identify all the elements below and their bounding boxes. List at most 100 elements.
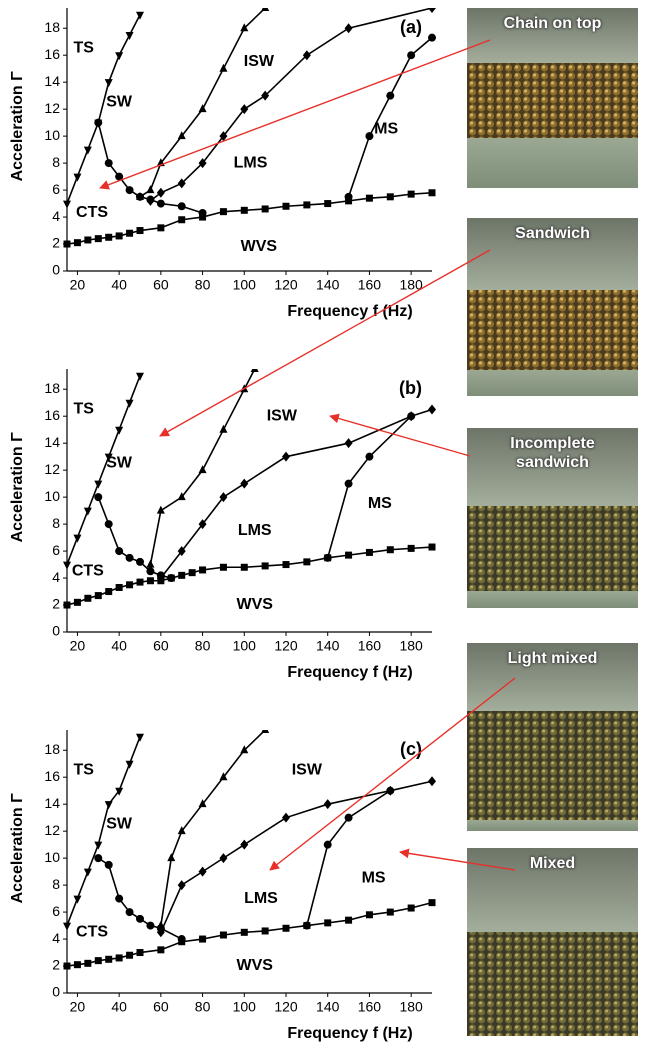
marker bbox=[95, 957, 102, 964]
marker bbox=[345, 23, 353, 33]
x-tick-label: 160 bbox=[358, 638, 382, 654]
y-axis-label: Acceleration Γ bbox=[9, 71, 26, 181]
y-tick-label: 16 bbox=[44, 768, 60, 784]
marker bbox=[84, 595, 91, 602]
page: {"chart_data": [ {"type": "line", "panel… bbox=[0, 0, 645, 1055]
y-tick-label: 0 bbox=[52, 984, 60, 1000]
marker bbox=[115, 52, 123, 60]
marker bbox=[136, 373, 144, 381]
marker bbox=[282, 452, 290, 462]
marker bbox=[324, 841, 332, 849]
photo-caption: Incomplete sandwich bbox=[478, 434, 628, 472]
marker bbox=[408, 905, 415, 912]
marker bbox=[428, 3, 436, 13]
marker bbox=[366, 549, 373, 556]
marker bbox=[126, 908, 134, 916]
marker bbox=[199, 936, 206, 943]
region-label: SW bbox=[106, 816, 133, 833]
marker bbox=[115, 427, 123, 435]
marker bbox=[126, 186, 134, 194]
series-group bbox=[63, 364, 436, 609]
photo-bottom bbox=[467, 370, 638, 396]
marker bbox=[115, 895, 123, 903]
x-tick-label: 140 bbox=[316, 277, 340, 293]
marker bbox=[105, 588, 112, 595]
marker bbox=[283, 925, 290, 932]
marker bbox=[157, 577, 164, 584]
marker bbox=[178, 202, 186, 210]
region-label: ISW bbox=[244, 53, 275, 70]
marker bbox=[345, 552, 352, 559]
marker bbox=[157, 200, 165, 208]
marker bbox=[303, 558, 310, 565]
marker bbox=[387, 546, 394, 553]
y-tick-label: 14 bbox=[44, 73, 60, 89]
marker bbox=[261, 3, 269, 11]
marker bbox=[126, 400, 134, 408]
marker bbox=[429, 899, 436, 906]
marker bbox=[386, 92, 394, 100]
marker bbox=[73, 174, 81, 182]
x-tick-label: 120 bbox=[274, 277, 298, 293]
y-tick-label: 4 bbox=[52, 208, 60, 224]
marker bbox=[324, 799, 332, 809]
marker bbox=[116, 232, 123, 239]
marker bbox=[64, 241, 71, 248]
marker bbox=[282, 813, 290, 823]
photo-bottom bbox=[467, 591, 638, 608]
marker bbox=[95, 592, 102, 599]
marker bbox=[429, 544, 436, 551]
x-tick-label: 140 bbox=[316, 638, 340, 654]
marker bbox=[408, 545, 415, 552]
marker bbox=[94, 119, 102, 127]
marker bbox=[324, 200, 331, 207]
photo-beads bbox=[467, 63, 638, 138]
x-tick-label: 100 bbox=[233, 638, 257, 654]
marker bbox=[94, 842, 102, 850]
y-tick-label: 10 bbox=[44, 849, 60, 865]
y-tick-label: 2 bbox=[52, 957, 60, 973]
marker bbox=[407, 412, 415, 420]
panel: 02468101214161820406080100120140160180Fr… bbox=[9, 725, 436, 1042]
x-tick-label: 160 bbox=[358, 277, 382, 293]
series-line bbox=[349, 38, 432, 197]
y-tick-label: 0 bbox=[52, 623, 60, 639]
region-label: WVS bbox=[236, 957, 273, 974]
photo-beads bbox=[467, 932, 638, 1036]
x-tick-label: 20 bbox=[70, 277, 86, 293]
marker bbox=[74, 599, 81, 606]
marker bbox=[146, 560, 154, 568]
marker bbox=[387, 193, 394, 200]
marker bbox=[220, 564, 227, 571]
marker bbox=[157, 946, 164, 953]
marker bbox=[283, 203, 290, 210]
marker bbox=[240, 840, 248, 850]
y-tick-label: 18 bbox=[44, 19, 60, 35]
marker bbox=[199, 214, 206, 221]
photo-bottom bbox=[467, 138, 638, 188]
region-label: LMS bbox=[244, 890, 278, 907]
marker bbox=[428, 776, 436, 786]
y-tick-label: 18 bbox=[44, 380, 60, 396]
photo-beads bbox=[467, 290, 638, 370]
marker bbox=[408, 191, 415, 198]
marker bbox=[147, 577, 154, 584]
y-tick-label: 4 bbox=[52, 930, 60, 946]
marker bbox=[105, 956, 112, 963]
photo-bottom bbox=[467, 820, 638, 831]
marker bbox=[167, 853, 175, 861]
y-tick-label: 16 bbox=[44, 46, 60, 62]
x-tick-label: 100 bbox=[233, 999, 257, 1015]
marker bbox=[189, 569, 196, 576]
x-tick-label: 80 bbox=[195, 277, 211, 293]
marker bbox=[262, 927, 269, 934]
y-tick-label: 12 bbox=[44, 822, 60, 838]
marker bbox=[428, 34, 436, 42]
marker bbox=[365, 453, 373, 461]
marker bbox=[157, 188, 165, 198]
plots: 02468101214161820406080100120140160180Fr… bbox=[9, 3, 436, 1042]
marker bbox=[94, 854, 102, 862]
x-axis-label: Frequency f (Hz) bbox=[287, 1025, 412, 1042]
marker bbox=[73, 535, 81, 543]
